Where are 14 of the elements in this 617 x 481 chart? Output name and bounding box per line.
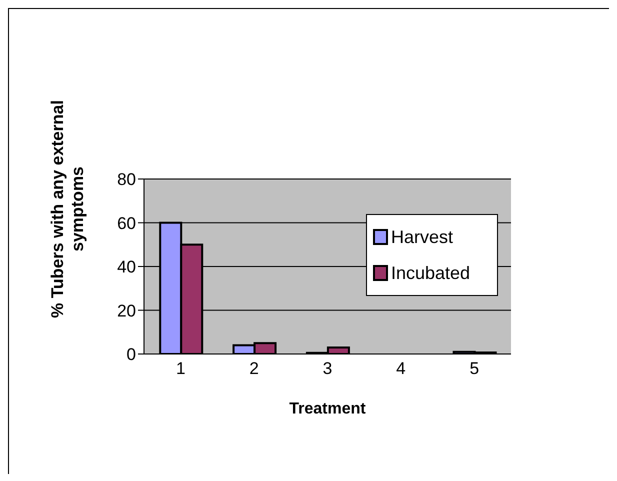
y-tick-label: 60 bbox=[117, 214, 136, 233]
x-axis-title: Treatment bbox=[289, 400, 366, 418]
y-tick-label: 20 bbox=[117, 301, 136, 320]
y-axis-title: % Tubers with any external symptoms bbox=[48, 99, 88, 320]
x-tick-label: 2 bbox=[249, 359, 259, 378]
legend-label: Incubated bbox=[390, 262, 472, 285]
y-tick-label: 0 bbox=[126, 345, 136, 364]
y-tick-label: 80 bbox=[117, 170, 136, 190]
x-tick-label: 5 bbox=[470, 359, 480, 378]
y-tick-label: 40 bbox=[117, 258, 136, 277]
x-tick-label: 3 bbox=[322, 359, 332, 378]
x-tick-label: 4 bbox=[396, 359, 406, 378]
x-tick-label: 1 bbox=[176, 359, 186, 378]
legend-label: Harvest bbox=[390, 226, 454, 249]
